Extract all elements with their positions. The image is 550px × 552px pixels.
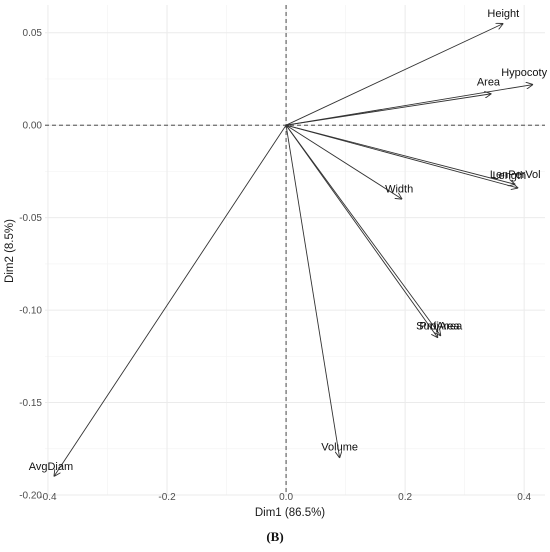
- y-tick-label: -0.20: [19, 491, 42, 502]
- variable-label: SurfArea: [416, 321, 460, 333]
- x-tick-label: -0.4: [39, 492, 57, 503]
- y-tick-label: 0.05: [23, 28, 43, 39]
- major-gridlines: [45, 5, 545, 496]
- variable-arrows: [54, 23, 533, 476]
- figure-caption: (B): [266, 529, 283, 544]
- plot-panel: [45, 5, 545, 495]
- variable-label: Volume: [321, 442, 358, 454]
- x-axis-title: Dim1 (86.5%): [255, 507, 325, 519]
- variable-label: Length: [492, 170, 526, 182]
- y-axis-title: Dim2 (8.5%): [4, 219, 16, 283]
- minor-gridlines: [45, 5, 545, 495]
- x-tick-labels: -0.4 -0.2 0.0 0.2 0.4: [39, 492, 531, 503]
- reference-lines: [45, 5, 545, 495]
- variable-label: AvgDiam: [29, 461, 73, 473]
- variable-arrow: [54, 124, 287, 476]
- x-tick-label: 0.0: [279, 492, 293, 503]
- variable-arrow: [285, 124, 518, 188]
- variable-label: ProjArea: [419, 321, 463, 333]
- y-tick-label: -0.10: [19, 306, 42, 317]
- variable-arrow: [285, 124, 515, 184]
- variable-label: LenPerVol: [490, 169, 541, 181]
- variable-label: Area: [477, 76, 501, 88]
- y-tick-label: -0.15: [19, 398, 42, 409]
- y-tick-label: -0.05: [19, 213, 42, 224]
- x-tick-label: 0.4: [517, 492, 531, 503]
- variable-label: Height: [487, 8, 519, 20]
- x-tick-label: 0.2: [398, 492, 412, 503]
- variable-arrow: [285, 125, 340, 458]
- variable-arrow: [285, 23, 503, 126]
- variable-arrow: [285, 124, 438, 338]
- variable-label: Hypocoty: [501, 67, 547, 79]
- variable-label: Width: [385, 184, 413, 196]
- variable-arrow: [286, 94, 491, 126]
- variable-arrow: [285, 124, 441, 336]
- y-tick-label: 0.00: [23, 121, 43, 132]
- x-tick-label: -0.2: [158, 492, 176, 503]
- y-tick-labels: 0.05 0.00 -0.05 -0.10 -0.15 -0.20: [19, 28, 42, 501]
- variable-arrow: [285, 124, 402, 199]
